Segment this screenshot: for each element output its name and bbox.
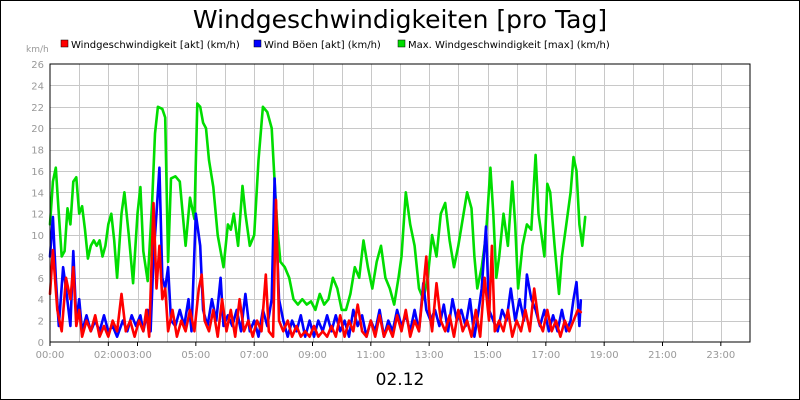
- x-tick-label: 02:00: [94, 350, 123, 361]
- y-axis-unit: km/h: [26, 45, 49, 55]
- x-tick-label: 21:00: [648, 350, 677, 361]
- y-tick-label: 4: [38, 295, 44, 306]
- legend: Windgeschwindigkeit [akt] (km/h) Wind Bö…: [60, 39, 610, 51]
- x-tick-label: 19:00: [590, 350, 619, 361]
- plot-area-border: [49, 63, 751, 343]
- legend-swatch-max: [397, 39, 406, 48]
- x-tick-label: 11:00: [356, 350, 385, 361]
- y-tick-label: 6: [38, 274, 44, 285]
- series-line-akt: [48, 198, 583, 338]
- x-tick-label: 23:00: [706, 350, 735, 361]
- x-tick-label: 03:00: [123, 350, 152, 361]
- x-tick-label: 05:00: [181, 350, 210, 361]
- y-tick-label: 10: [31, 231, 44, 242]
- y-tick-label: 14: [31, 188, 44, 199]
- y-tick-label: 18: [31, 146, 44, 157]
- y-tick-label: 26: [31, 60, 44, 71]
- legend-label-boeen: Wind Böen [akt] (km/h): [264, 40, 381, 51]
- series-lines: [48, 102, 587, 338]
- x-tick-label: 09:00: [298, 350, 327, 361]
- x-tick-label: 17:00: [531, 350, 560, 361]
- x-axis-ticks: 00:00 02:00 03:00 05:00 07:00 09:00 11:00 13:00…: [36, 342, 735, 361]
- y-tick-label: 12: [31, 210, 44, 221]
- y-tick-label: 22: [31, 103, 44, 114]
- y-tick-label: 20: [31, 124, 44, 135]
- y-tick-label: 16: [31, 167, 44, 178]
- x-tick-label: 13:00: [415, 350, 444, 361]
- x-tick-label: 07:00: [240, 350, 269, 361]
- legend-label-max: Max. Windgeschwindigkeit [max] (km/h): [408, 40, 610, 51]
- x-tick-label: 15:00: [473, 350, 502, 361]
- x-tick-label: 00:00: [36, 350, 65, 361]
- legend-swatch-akt: [60, 39, 69, 48]
- y-tick-label: 0: [38, 338, 44, 349]
- chart-title: Windgeschwindigkeiten [pro Tag]: [193, 5, 607, 34]
- y-tick-label: 24: [31, 81, 44, 92]
- date-label: 02.12: [376, 370, 425, 390]
- grid: [50, 64, 750, 342]
- y-tick-label: 8: [38, 252, 44, 263]
- legend-swatch-boeen: [253, 39, 262, 48]
- y-tick-label: 2: [38, 317, 44, 328]
- series-line-max: [48, 102, 587, 312]
- legend-label-akt: Windgeschwindigkeit [akt] (km/h): [71, 40, 240, 51]
